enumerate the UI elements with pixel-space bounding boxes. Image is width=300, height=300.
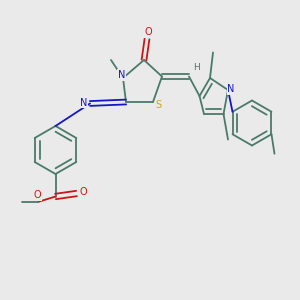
Text: S: S: [155, 100, 161, 110]
Text: O: O: [79, 187, 87, 197]
Text: N: N: [80, 98, 88, 108]
Text: O: O: [145, 27, 152, 38]
Text: H: H: [193, 63, 200, 72]
Text: O: O: [34, 190, 41, 200]
Text: N: N: [118, 70, 125, 80]
Text: N: N: [227, 84, 235, 94]
